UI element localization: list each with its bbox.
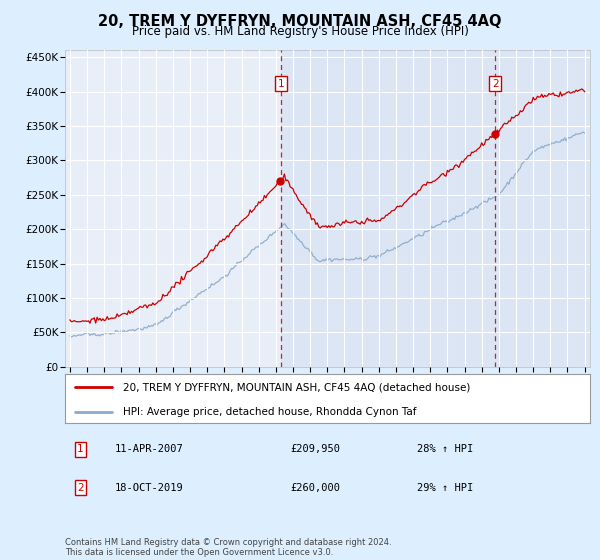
Text: £260,000: £260,000 — [290, 483, 341, 493]
Text: Price paid vs. HM Land Registry's House Price Index (HPI): Price paid vs. HM Land Registry's House … — [131, 25, 469, 38]
Text: 11-APR-2007: 11-APR-2007 — [115, 445, 184, 454]
Text: £209,950: £209,950 — [290, 445, 341, 454]
Text: 2: 2 — [77, 483, 84, 493]
Text: 20, TREM Y DYFFRYN, MOUNTAIN ASH, CF45 4AQ (detached house): 20, TREM Y DYFFRYN, MOUNTAIN ASH, CF45 4… — [122, 382, 470, 393]
Text: HPI: Average price, detached house, Rhondda Cynon Taf: HPI: Average price, detached house, Rhon… — [122, 407, 416, 417]
Text: 2: 2 — [492, 78, 499, 88]
Text: Contains HM Land Registry data © Crown copyright and database right 2024.
This d: Contains HM Land Registry data © Crown c… — [65, 538, 391, 557]
Text: 28% ↑ HPI: 28% ↑ HPI — [416, 445, 473, 454]
Text: 20, TREM Y DYFFRYN, MOUNTAIN ASH, CF45 4AQ: 20, TREM Y DYFFRYN, MOUNTAIN ASH, CF45 4… — [98, 14, 502, 29]
Text: 1: 1 — [277, 78, 284, 88]
Text: 29% ↑ HPI: 29% ↑ HPI — [416, 483, 473, 493]
Text: 18-OCT-2019: 18-OCT-2019 — [115, 483, 184, 493]
Text: 1: 1 — [77, 445, 84, 454]
Bar — [281, 50, 590, 367]
